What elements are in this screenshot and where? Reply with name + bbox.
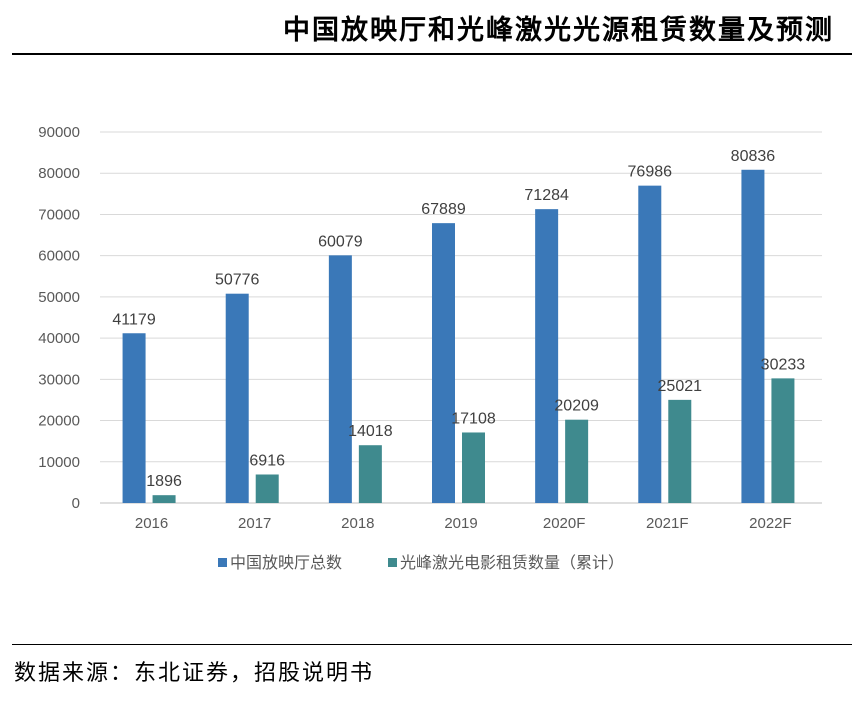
data-label: 30233 xyxy=(761,356,806,373)
bar-theaters xyxy=(535,209,559,504)
data-label: 41179 xyxy=(112,311,155,328)
x-tick-label: 2017 xyxy=(238,515,271,532)
x-tick-label: 2022F xyxy=(749,515,792,532)
data-label: 71284 xyxy=(524,187,569,204)
x-tick-label: 2018 xyxy=(341,515,374,532)
bar-laser-rentals xyxy=(668,399,692,503)
source-note: 数据来源：东北证券，招股说明书 xyxy=(14,661,375,686)
data-label: 17108 xyxy=(451,410,496,427)
legend-label: 光峰激光电影租赁数量（累计） xyxy=(400,554,624,572)
bar-theaters xyxy=(741,169,765,503)
bar-theaters xyxy=(122,333,146,503)
x-tick-label: 2020F xyxy=(543,515,586,532)
data-label: 76986 xyxy=(628,164,673,181)
y-tick-label: 0 xyxy=(72,495,80,512)
title-divider xyxy=(12,53,852,55)
bar-laser-rentals xyxy=(152,495,176,503)
y-tick-label: 30000 xyxy=(38,371,80,388)
y-tick-label: 50000 xyxy=(38,289,80,306)
y-tick-label: 10000 xyxy=(38,454,80,471)
x-tick-label: 2019 xyxy=(444,515,477,532)
chart-title: 中国放映厅和光峰激光光源租赁数量及预测 xyxy=(283,15,834,46)
bar-laser-rentals xyxy=(255,474,279,503)
y-tick-label: 80000 xyxy=(38,165,80,182)
data-label: 80836 xyxy=(731,148,776,165)
legend-label: 中国放映厅总数 xyxy=(230,554,342,572)
data-label: 1896 xyxy=(146,473,182,490)
y-tick-label: 40000 xyxy=(38,330,80,347)
legend-swatch xyxy=(388,558,397,567)
data-label: 6916 xyxy=(249,452,285,469)
x-tick-label: 2016 xyxy=(135,515,168,532)
data-label: 50776 xyxy=(215,272,260,289)
bar-laser-rentals xyxy=(565,419,589,503)
bar-laser-rentals xyxy=(771,378,795,503)
data-label: 25021 xyxy=(658,378,703,395)
data-label: 14018 xyxy=(348,423,393,440)
y-tick-label: 90000 xyxy=(38,124,80,141)
bar-chart: 0 10000 20000 30000 40000 50000 60000 70000 8000… xyxy=(38,124,822,572)
data-label: 20209 xyxy=(554,398,599,415)
data-label: 60079 xyxy=(318,233,363,250)
y-tick-label: 20000 xyxy=(38,413,80,430)
data-label: 67889 xyxy=(421,201,466,218)
x-tick-label: 2021F xyxy=(646,515,689,532)
source-divider xyxy=(12,644,852,645)
bar-laser-rentals xyxy=(358,445,382,503)
y-tick-label: 60000 xyxy=(38,248,80,265)
bar-theaters xyxy=(432,223,455,503)
bar-laser-rentals xyxy=(462,432,485,503)
bar-theaters xyxy=(638,185,662,503)
legend-swatch xyxy=(218,558,227,567)
y-tick-label: 70000 xyxy=(38,206,80,223)
bar-theaters xyxy=(328,255,352,503)
bar-theaters xyxy=(225,293,249,503)
